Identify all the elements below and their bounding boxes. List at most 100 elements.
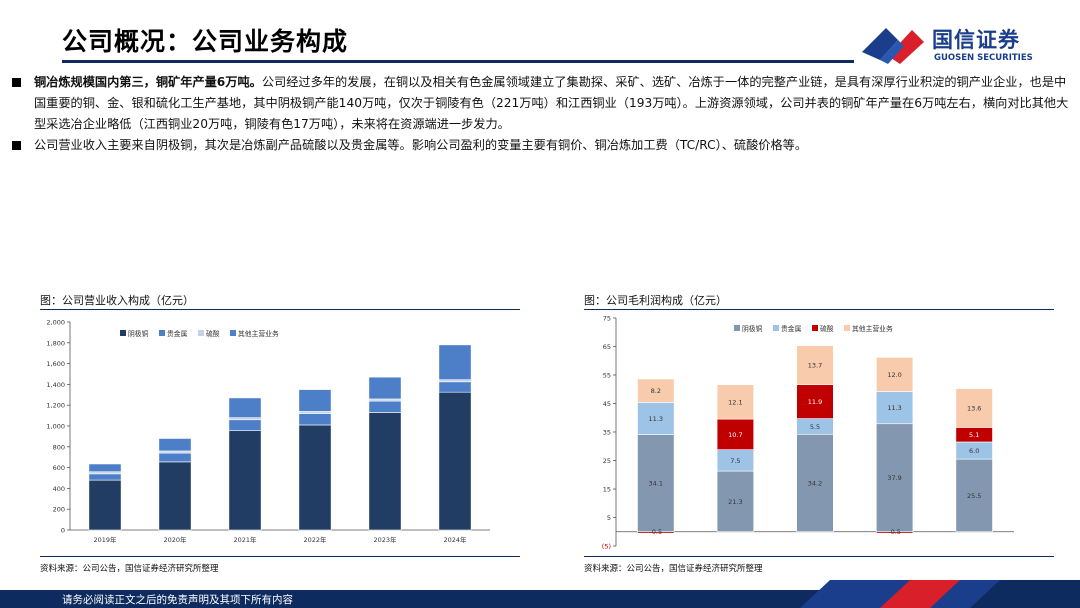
data-label: 13.6 bbox=[967, 405, 981, 413]
bullet-list: 铜冶炼规模国内第三，铜矿年产量6万吨。公司经过多年的发展，在铜以及相关有色金属领… bbox=[12, 72, 1072, 156]
profit-chart-bottom-rule bbox=[584, 556, 1054, 557]
data-label: 12.0 bbox=[887, 371, 901, 379]
data-label: 34.2 bbox=[808, 480, 822, 488]
y-tick-label: 75 bbox=[603, 315, 611, 323]
bar-segment bbox=[637, 434, 675, 533]
bar-segment bbox=[298, 413, 332, 426]
logo-name: 国信证券 bbox=[932, 28, 1020, 52]
x-tick-label: 2020年 bbox=[644, 551, 668, 552]
legend-label: 硫酸 bbox=[820, 324, 834, 333]
x-tick-label: 2023年 bbox=[373, 535, 397, 544]
bullet-item: 公司营业收入主要来自阴极铜，其次是冶炼副产品硫酸以及贵金属等。影响公司盈利的变量… bbox=[12, 135, 1072, 156]
legend-swatch bbox=[773, 325, 779, 331]
revenue-chart: 0 200 400 600 800 1,000 1,200 1,400 1,600 1,800 2,… bbox=[46, 319, 490, 544]
legend-label: 贵金属 bbox=[167, 329, 188, 338]
y-tick-label: 45 bbox=[603, 400, 611, 408]
page-title: 公司概况：公司业务构成 bbox=[62, 27, 349, 56]
bar-segment bbox=[228, 430, 262, 531]
bullet-item: 铜冶炼规模国内第三，铜矿年产量6万吨。公司经过多年的发展，在铜以及相关有色金属领… bbox=[12, 72, 1072, 135]
bar-segment bbox=[438, 381, 472, 393]
data-label: -0.5 bbox=[649, 528, 662, 536]
revenue-chart-bottom-rule bbox=[40, 556, 520, 557]
bar-segment bbox=[796, 345, 834, 385]
bar-segment bbox=[875, 357, 914, 392]
profit-chart-source: 资料来源：公司公告，国信证券经济研究所整理 bbox=[584, 564, 763, 574]
bar-segment bbox=[875, 391, 914, 425]
bar-segment bbox=[716, 418, 755, 450]
bar-segment bbox=[796, 384, 834, 419]
y-tick-label: 1,400 bbox=[46, 381, 65, 389]
bar-segment bbox=[796, 433, 834, 533]
x-tick-label: 2024年 bbox=[963, 551, 987, 552]
data-label: 25.5 bbox=[967, 492, 981, 500]
y-tick-label: 2,000 bbox=[46, 319, 65, 327]
y-tick-label: 200 bbox=[53, 506, 65, 514]
y-tick-label: 25 bbox=[603, 457, 611, 465]
bar-segment bbox=[637, 531, 675, 534]
revenue-chart-source: 资料来源：公司公告，国信证券经济研究所整理 bbox=[40, 564, 219, 574]
legend-label: 硫酸 bbox=[206, 329, 220, 338]
x-tick-label: 2024年 bbox=[443, 535, 467, 544]
y-tick-label: (5) bbox=[602, 543, 611, 551]
x-tick-label: 2021年 bbox=[233, 535, 257, 544]
bullet-square-icon bbox=[12, 78, 21, 87]
bar-segment bbox=[228, 417, 262, 421]
x-tick-label: 2022年 bbox=[303, 535, 327, 544]
bar-segment bbox=[298, 424, 332, 531]
y-tick-label: 1,600 bbox=[46, 360, 65, 368]
data-label: -0.5 bbox=[888, 528, 901, 536]
bar-segment bbox=[716, 384, 755, 420]
legend-swatch bbox=[120, 330, 126, 336]
title-divider bbox=[62, 60, 854, 63]
x-tick-label: 2023年 bbox=[883, 551, 907, 552]
bar-segment bbox=[298, 389, 332, 412]
logo-mark-icon bbox=[862, 28, 924, 64]
logo-subtitle: GUOSEN SECURITIES bbox=[934, 53, 1033, 63]
legend-swatch bbox=[844, 325, 850, 331]
bar-segment bbox=[955, 388, 993, 428]
y-tick-label: 15 bbox=[603, 486, 611, 494]
y-tick-label: 400 bbox=[53, 485, 65, 493]
legend-label: 其他主营业务 bbox=[852, 324, 893, 333]
bar-segment bbox=[88, 463, 122, 473]
data-label: 11.9 bbox=[808, 398, 822, 406]
bar-segment bbox=[438, 344, 472, 381]
bar-segment bbox=[158, 438, 192, 452]
bar-segment bbox=[368, 400, 402, 413]
bar-segment bbox=[368, 398, 402, 402]
profit-chart-top-rule bbox=[584, 309, 1054, 310]
legend-swatch bbox=[230, 330, 236, 336]
profit-chart-title: 图：公司毛利润构成（亿元） bbox=[584, 294, 727, 307]
legend-swatch bbox=[812, 325, 818, 331]
bar-segment bbox=[368, 412, 402, 531]
y-tick-label: 35 bbox=[603, 429, 611, 437]
revenue-chart-title: 图：公司营业收入构成（亿元） bbox=[40, 294, 194, 307]
data-label: 10.7 bbox=[728, 431, 742, 439]
bar-segment bbox=[88, 473, 122, 481]
bullet-text: 公司经过多年的发展，在铜以及相关有色金属领域建立了集勘探、采矿、选矿、冶炼于一体… bbox=[34, 75, 1069, 131]
bar-segment bbox=[158, 461, 192, 531]
y-tick-label: 55 bbox=[603, 372, 611, 380]
revenue-chart-top-rule bbox=[40, 309, 520, 310]
company-logo: 国信证券 GUOSEN SECURITIES bbox=[858, 22, 1038, 66]
footer-stripe-decoration bbox=[800, 580, 1080, 608]
legend-label: 阴极铜 bbox=[128, 329, 149, 338]
bar-segment bbox=[298, 411, 332, 414]
data-label: 13.7 bbox=[808, 362, 822, 370]
y-tick-label: 1,000 bbox=[46, 423, 65, 431]
x-tick-label: 2022年 bbox=[803, 551, 827, 552]
x-tick-label: 2021年 bbox=[724, 551, 748, 552]
data-label: 34.1 bbox=[649, 480, 663, 488]
bar-segment bbox=[637, 402, 675, 435]
y-tick-label: 65 bbox=[603, 343, 611, 351]
y-tick-label: 600 bbox=[53, 464, 65, 472]
bar-segment bbox=[88, 479, 122, 531]
legend-swatch bbox=[198, 330, 204, 336]
y-tick-label: 800 bbox=[53, 443, 65, 451]
data-label: 37.9 bbox=[887, 474, 901, 482]
data-label: 7.5 bbox=[730, 457, 740, 465]
y-tick-label: 5 bbox=[607, 514, 611, 522]
legend-label: 其他主营业务 bbox=[238, 329, 279, 338]
data-label: 12.1 bbox=[728, 398, 742, 406]
footer-disclaimer: 请务必阅读正文之后的免责声明及其项下所有内容 bbox=[62, 594, 293, 606]
